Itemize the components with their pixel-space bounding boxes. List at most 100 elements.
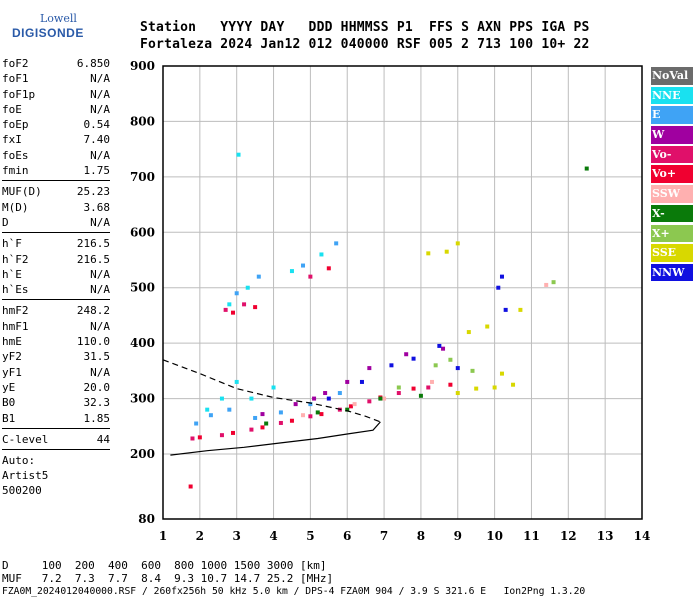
param-name: hmF1: [2, 319, 29, 333]
echo-point-nnw: [503, 307, 508, 312]
param-name: foF2: [2, 57, 29, 70]
legend-item-sse: SSE: [651, 244, 693, 262]
param-name: B1: [2, 411, 16, 425]
echo-point-e: [253, 415, 258, 420]
legend-item-vo: Vo-: [651, 145, 693, 164]
echo-point-sse: [444, 249, 449, 254]
x-tick-label: 5: [306, 529, 314, 543]
x-tick-label: 7: [380, 529, 388, 543]
param-name: h`E: [2, 267, 22, 281]
param-separator: [2, 427, 110, 429]
param-name: yE: [2, 380, 16, 394]
param-row-fof1p: foF1p N/A: [2, 87, 110, 102]
param-name: MUF(D): [2, 185, 42, 199]
param-row-hmf2: hmF2 248.2: [2, 303, 110, 318]
echo-point-vo: [319, 412, 324, 417]
param-row-fof1: foF1 N/A: [2, 71, 110, 86]
param-name: h`F: [2, 237, 22, 251]
echo-point-sse: [426, 251, 431, 256]
legend-item-x: X-: [651, 204, 693, 223]
x-tick-label: 8: [417, 529, 425, 543]
param-value: N/A: [90, 267, 110, 281]
param-row-b0: B0 32.3: [2, 395, 110, 410]
param-row-ye: yE 20.0: [2, 380, 110, 395]
param-name: yF1: [2, 365, 22, 379]
param-value: N/A: [90, 215, 110, 229]
echo-point-x: [551, 280, 556, 285]
auto-scaling-text: Artist5: [2, 469, 49, 483]
param-value: 32.3: [83, 396, 111, 410]
echo-point-x: [584, 166, 589, 171]
legend-item-w: W: [651, 126, 693, 144]
echo-point-vo: [308, 274, 313, 279]
echo-point-w: [345, 379, 350, 384]
legend-item-nne: NNE: [651, 86, 693, 105]
param-name: foF1: [2, 72, 29, 86]
echo-point-vo: [253, 305, 258, 310]
echo-point-vo: [448, 382, 453, 387]
echo-point-e: [194, 421, 199, 426]
echo-point-vo: [223, 307, 228, 312]
echo-point-e: [256, 274, 261, 279]
echo-point-nne: [245, 285, 250, 290]
x-tick-label: 6: [343, 529, 351, 543]
header-row1: Station YYYY DAY DDD HHMMSS P1 FFS S AXN…: [140, 20, 590, 35]
echo-point-vo: [249, 427, 254, 432]
x-tick-label: 4: [269, 529, 277, 543]
echo-point-e: [234, 291, 239, 296]
x-tick-label: 11: [523, 529, 540, 543]
echo-point-w: [293, 402, 298, 407]
echo-point-vo: [231, 430, 236, 435]
echo-point-nne: [234, 379, 239, 384]
param-name: yF2: [2, 350, 22, 364]
echo-point-sse: [518, 307, 523, 312]
echo-point-nnw: [499, 274, 504, 279]
echo-point-vo: [308, 414, 313, 419]
echo-point-vo: [190, 436, 195, 441]
param-row-b1: B1 1.85: [2, 411, 110, 426]
param-row-hme: hmE 110.0: [2, 334, 110, 349]
echo-point-vo: [426, 385, 431, 390]
echo-point-sse: [492, 385, 497, 390]
echo-point-e: [278, 410, 283, 415]
parameter-panel: foF2 6.850 foF1 N/A foF1p N/A foE N/A foEp 0.54 fx…: [2, 56, 110, 498]
legend: NoVal NNE E W Vo- Vo+ SSW X- X+ SSE NNW: [651, 67, 693, 284]
echo-point-nne: [249, 396, 254, 401]
echo-point-sse: [499, 371, 504, 376]
digisonde-logo: Lowell DIGISONDE: [6, 6, 83, 40]
echo-point-nne: [236, 152, 241, 157]
echo-point-ssw: [301, 413, 306, 418]
echo-point-e: [227, 407, 232, 412]
footer-muf-row: MUF 7.2 7.3 7.7 8.4 9.3 10.7 14.7 25.2 […: [2, 572, 334, 585]
echo-point-vo: [219, 433, 224, 438]
echo-point-sse: [474, 386, 479, 391]
legend-item-noval: NoVal: [651, 67, 693, 85]
x-tick-label: 10: [486, 529, 503, 543]
param-value: N/A: [90, 87, 110, 101]
echo-point-nne: [219, 396, 224, 401]
echo-point-nne: [227, 302, 232, 307]
param-value: 7.40: [83, 133, 111, 147]
echo-point-w: [323, 391, 328, 396]
y-tick-label: 500: [130, 281, 155, 295]
echo-point-nnw: [437, 343, 442, 348]
y-tick-label: 200: [130, 447, 155, 461]
echo-point-vo: [278, 420, 283, 425]
echo-point-vo: [197, 435, 202, 440]
y-tick-label: 400: [130, 336, 155, 350]
curve-trace: [162, 359, 381, 423]
echo-point-sse: [455, 241, 460, 246]
echo-point-w: [441, 346, 446, 351]
echo-point-w: [312, 396, 317, 401]
echo-point-vo: [396, 391, 401, 396]
param-row-hf: h`F 216.5: [2, 236, 110, 251]
param-value: N/A: [90, 283, 110, 297]
param-row-hes: h`Es N/A: [2, 282, 110, 297]
echo-point-nne: [319, 252, 324, 257]
echo-point-x: [433, 363, 438, 368]
echo-point-vo: [260, 425, 265, 430]
echo-point-vo: [348, 404, 353, 409]
echo-point-vo: [231, 310, 236, 315]
param-value: 110.0: [76, 335, 110, 349]
